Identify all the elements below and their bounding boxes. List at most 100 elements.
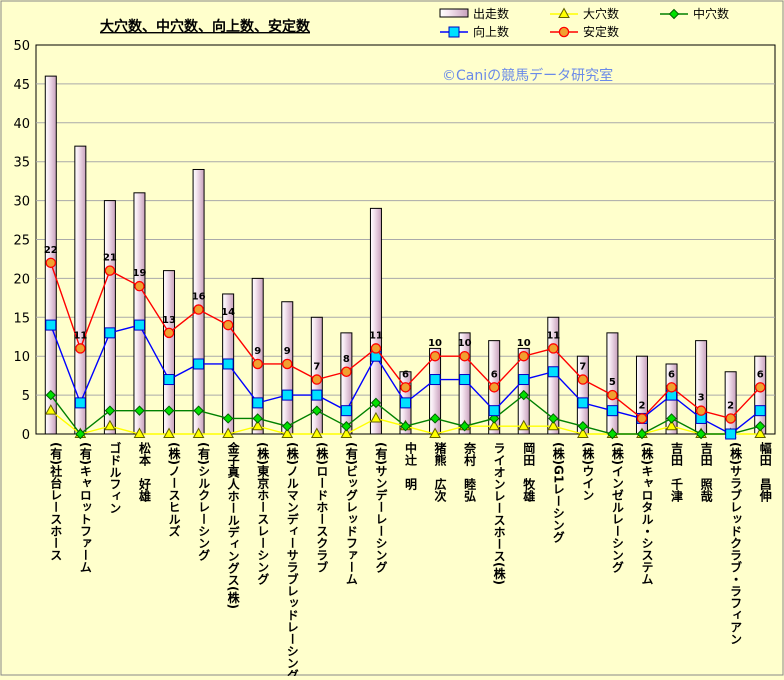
data-label-安定数: 19	[132, 268, 146, 279]
point-向上数	[252, 397, 264, 409]
point-中穴数	[429, 413, 441, 424]
point-大穴数	[340, 427, 353, 438]
point-大穴数	[547, 419, 560, 431]
point-安定数	[607, 389, 618, 401]
point-中穴数	[282, 421, 293, 432]
point-向上数	[429, 374, 441, 386]
point-中穴数	[252, 413, 263, 424]
point-中穴数	[636, 428, 648, 440]
point-大穴数	[310, 427, 323, 438]
x-tick-label: 吉田 千津	[670, 441, 684, 503]
y-tick-label: 35	[13, 156, 30, 171]
point-向上数	[281, 389, 293, 401]
y-tick-label: 45	[13, 78, 30, 93]
y-tick-label: 15	[13, 311, 30, 326]
point-安定数	[725, 413, 736, 424]
point-中穴数	[75, 428, 86, 440]
data-label-安定数: 16	[192, 292, 206, 303]
bar-出走数	[44, 75, 57, 435]
point-安定数	[311, 374, 323, 385]
x-tick-label: 松本 好雄	[137, 441, 151, 503]
x-tick-label: (株)ノルマンディーサラブレッドレーシング	[285, 442, 299, 676]
x-tick-label: (株)サラブレッドクラブ・ラフィアン	[729, 442, 743, 645]
legend-marker	[558, 7, 570, 18]
legend-marker	[558, 26, 570, 38]
point-中穴数	[104, 405, 116, 416]
point-大穴数	[665, 419, 678, 431]
data-label-安定数: 6	[402, 369, 409, 380]
data-label-安定数: 7	[579, 362, 586, 373]
point-安定数	[370, 343, 382, 354]
x-axis: (有)社台レースホース (有)キャロットファーム ゴドルフィン 松本 好雄 (株)ノース…	[49, 441, 772, 680]
point-中穴数	[607, 428, 618, 440]
point-中穴数	[341, 421, 352, 432]
x-tick-label: 金子真人ホールディングス(株)	[226, 441, 240, 609]
x-tick-label: 奈村 睦弘	[463, 441, 477, 503]
point-中穴数	[548, 413, 559, 424]
point-向上数	[606, 405, 618, 417]
legend-label: 向上数	[473, 24, 509, 39]
point-向上数	[133, 319, 145, 331]
point-向上数	[74, 397, 86, 409]
point-大穴数	[754, 427, 767, 438]
point-安定数	[222, 319, 234, 331]
point-向上数	[163, 374, 175, 386]
x-tick-label: (有)ビッグレッドファーム	[344, 442, 358, 585]
point-向上数	[518, 374, 530, 386]
point-中穴数	[459, 421, 470, 432]
data-labels: 22 11 21 19 13 16 14 9 9 7 8 11 6 10 10 6 10 11 7 5 2 6 3 2 6	[44, 245, 764, 412]
x-tick-label: ライオンレースホース(株)	[492, 442, 506, 585]
point-大穴数	[192, 427, 205, 438]
point-中穴数	[400, 421, 411, 432]
data-label-安定数: 21	[103, 253, 117, 264]
point-中穴数	[370, 397, 382, 409]
y-tick-label: 20	[13, 272, 30, 287]
point-中穴数	[311, 405, 323, 416]
x-tick-label: 中辻 明	[404, 441, 418, 491]
x-tick-label: (有)社台レースホース	[49, 442, 63, 561]
data-label-安定数: 11	[369, 330, 383, 341]
point-向上数	[488, 405, 500, 417]
x-tick-label: (株)インゼルレーシング	[610, 442, 624, 573]
point-向上数	[577, 397, 589, 409]
data-label-安定数: 10	[517, 338, 531, 349]
point-安定数	[429, 350, 441, 362]
data-label-安定数: 2	[638, 400, 645, 411]
data-label-安定数: 11	[73, 330, 87, 341]
x-tick-label: (有)キャロットファーム	[78, 442, 92, 573]
data-label-安定数: 10	[428, 338, 442, 349]
point-大穴数	[429, 427, 441, 438]
point-大穴数	[517, 419, 530, 431]
data-label-安定数: 3	[698, 393, 705, 404]
point-中穴数	[163, 405, 175, 416]
point-大穴数	[222, 427, 234, 438]
point-安定数	[577, 374, 589, 385]
y-tick-label: 10	[13, 350, 30, 365]
data-label-安定数: 6	[668, 369, 675, 380]
point-安定数	[666, 382, 677, 393]
point-中穴数	[518, 389, 529, 401]
point-大穴数	[104, 419, 116, 431]
legend-label: 中穴数	[693, 6, 729, 21]
y-tick-label: 0	[22, 428, 30, 443]
point-向上数	[547, 366, 559, 378]
point-向上数	[725, 428, 737, 440]
grid	[36, 83, 775, 396]
data-label-安定数: 2	[727, 400, 734, 411]
data-label-安定数: 11	[546, 330, 560, 341]
y-tick-label: 25	[13, 234, 30, 249]
point-安定数	[488, 382, 500, 393]
point-向上数	[459, 374, 471, 386]
point-中穴数	[666, 413, 677, 424]
point-安定数	[636, 413, 648, 424]
data-label-安定数: 8	[343, 354, 350, 365]
point-向上数	[311, 389, 323, 401]
y-tick-label: 5	[22, 389, 30, 404]
y-tick-label: 40	[13, 117, 30, 132]
x-tick-label: (株)キャロタル・システム	[640, 442, 654, 585]
point-中穴数	[755, 421, 766, 432]
x-tick-label: (有)シルクレーシング	[197, 442, 211, 561]
x-tick-label: 吉田 照哉	[699, 441, 713, 503]
